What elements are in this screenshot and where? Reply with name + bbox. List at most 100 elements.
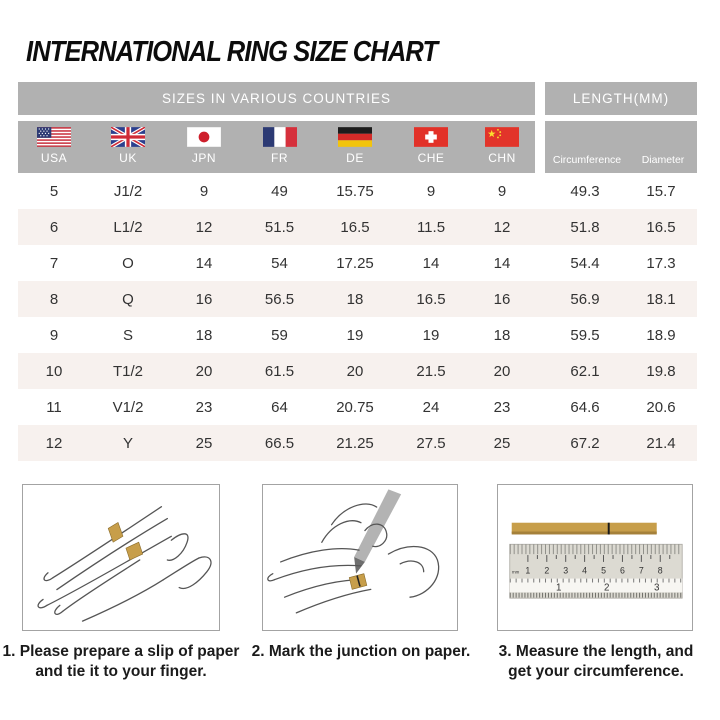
table-cell: 59.5: [570, 326, 600, 344]
table-row: 12 Y 25 66.5 21.25 27.5 25 67.2 21.4: [18, 425, 697, 461]
table-cell: 11.5: [416, 218, 446, 236]
table-cell: 18: [493, 326, 511, 344]
table-cell: 10: [45, 362, 63, 380]
usa-flag-icon: [37, 127, 71, 147]
table-cell: 19.8: [646, 362, 676, 380]
table-cell: 9: [497, 182, 507, 200]
table-cell: 49.3: [570, 182, 600, 200]
table-cell: 59: [271, 326, 288, 344]
table-cell: 20: [346, 362, 364, 380]
header-gap: [535, 82, 545, 115]
caption-line: get your circumference.: [508, 663, 684, 681]
table-cell: 27.5: [416, 434, 446, 452]
table-cell: T1/2: [112, 362, 143, 380]
diameter-column-label: Diameter: [641, 154, 685, 166]
svg-text:8: 8: [658, 566, 663, 576]
mark-junction-illustration: [267, 489, 440, 614]
table-cell: 67.2: [570, 434, 600, 452]
header-gap: [535, 121, 545, 173]
table-cell: 16.5: [416, 290, 446, 308]
country-column-che: CHE: [393, 121, 469, 173]
country-code-label: CHN: [488, 151, 516, 165]
table-group-header-row: SIZES IN VARIOUS COUNTRIES LENGTH(MM): [18, 82, 697, 115]
table-cell: 19: [346, 326, 364, 344]
table-cell: 5: [49, 182, 59, 200]
table-cell: 64.6: [570, 398, 600, 416]
table-cell: 23: [195, 398, 213, 416]
svg-text:7: 7: [639, 566, 644, 576]
ring-size-table: SIZES IN VARIOUS COUNTRIES LENGTH(MM) US…: [18, 82, 697, 461]
table-cell: 20: [493, 362, 511, 380]
table-cell: 18.1: [646, 290, 676, 308]
country-code-label: USA: [40, 151, 68, 165]
country-code-label: UK: [119, 151, 137, 165]
caption-line: 3. Measure the length, and: [498, 643, 694, 660]
ruler-measurement-illustration: 1 2 3 4 5 6 7 8 mm 1 2 3: [509, 522, 683, 599]
country-code-label: DE: [346, 151, 364, 165]
uk-flag-icon: [111, 127, 145, 147]
table-cell: 23: [493, 398, 511, 416]
table-row: 11 V1/2 23 64 20.75 24 23 64.6 20.6: [18, 389, 697, 425]
table-cell: 20.6: [646, 398, 676, 416]
table-cell: 62.1: [570, 362, 600, 380]
table-cell: 15.75: [336, 182, 374, 200]
table-cell: S: [122, 326, 133, 344]
country-column-jpn: JPN: [166, 121, 242, 173]
table-cell: 20.75: [336, 398, 374, 416]
table-cell: 14: [493, 254, 511, 272]
table-cell: 51.8: [570, 218, 600, 236]
table-cell: 12: [195, 218, 213, 236]
table-cell: 18: [195, 326, 213, 344]
length-columns-section: Circumference Diameter: [545, 121, 697, 173]
table-cell: 18.9: [646, 326, 676, 344]
country-column-de: DE: [317, 121, 393, 173]
country-column-uk: UK: [90, 121, 166, 173]
caption-line: 1. Please prepare a slip of paper: [2, 643, 240, 660]
table-row: 6 L1/2 12 51.5 16.5 11.5 12 51.8 16.5: [18, 209, 697, 245]
table-cell: 64: [271, 398, 288, 416]
table-cell: 9: [426, 182, 436, 200]
table-row: 8 Q 16 56.5 18 16.5 16 56.9 18.1: [18, 281, 697, 317]
table-cell: 14: [422, 254, 440, 272]
china-flag-icon: [485, 127, 519, 147]
table-cell: 16: [195, 290, 213, 308]
caption-line: 2. Mark the junction on paper.: [251, 643, 471, 660]
table-cell: V1/2: [112, 398, 144, 416]
table-cell: 16: [493, 290, 511, 308]
svg-text:2: 2: [604, 582, 609, 593]
table-row: 7 O 14 54 17.25 14 14 54.4 17.3: [18, 245, 697, 281]
svg-text:1: 1: [556, 582, 561, 593]
svg-text:2: 2: [544, 566, 549, 576]
instruction-caption: 2. Mark the junction on paper.: [239, 642, 483, 662]
country-column-chn: CHN: [469, 121, 535, 173]
country-code-label: FR: [271, 151, 288, 165]
table-cell: 51.5: [264, 218, 295, 236]
table-cell: 20: [195, 362, 213, 380]
svg-text:3: 3: [654, 582, 660, 593]
table-cell: 19: [422, 326, 440, 344]
illustration-box: 1 2 3 4 5 6 7 8 mm 1 2 3: [497, 484, 693, 631]
table-cell: 56.5: [264, 290, 295, 308]
table-cell: O: [122, 254, 134, 272]
table-cell: 11: [46, 398, 62, 416]
table-cell: 54.4: [570, 254, 600, 272]
table-cell: 6: [49, 218, 59, 236]
table-row: 10 T1/2 20 61.5 20 21.5 20 62.1 19.8: [18, 353, 697, 389]
table-cell: 16.5: [340, 218, 370, 236]
page-title: INTERNATIONAL RING SIZE CHART: [26, 36, 438, 68]
country-flags-section: USA UK: [18, 121, 535, 173]
france-flag-icon: [262, 127, 297, 147]
circumference-column-label: Circumference: [552, 154, 622, 166]
table-cell: 21.25: [336, 434, 374, 452]
table-cell: 25: [195, 434, 213, 452]
table-cell: 12: [493, 218, 511, 236]
hand-with-paper-strip-illustration: [37, 506, 212, 622]
table-cell: 9: [199, 182, 209, 200]
table-cell: 25: [493, 434, 511, 452]
table-cell: 66.5: [264, 434, 295, 452]
table-cell: 14: [195, 254, 213, 272]
table-cell: 12: [45, 434, 63, 452]
instruction-caption: 3. Measure the length, and get your circ…: [474, 642, 718, 682]
svg-text:mm: mm: [512, 570, 520, 575]
measuring-instructions: 1. Please prepare a slip of paper and ti…: [3, 484, 693, 682]
